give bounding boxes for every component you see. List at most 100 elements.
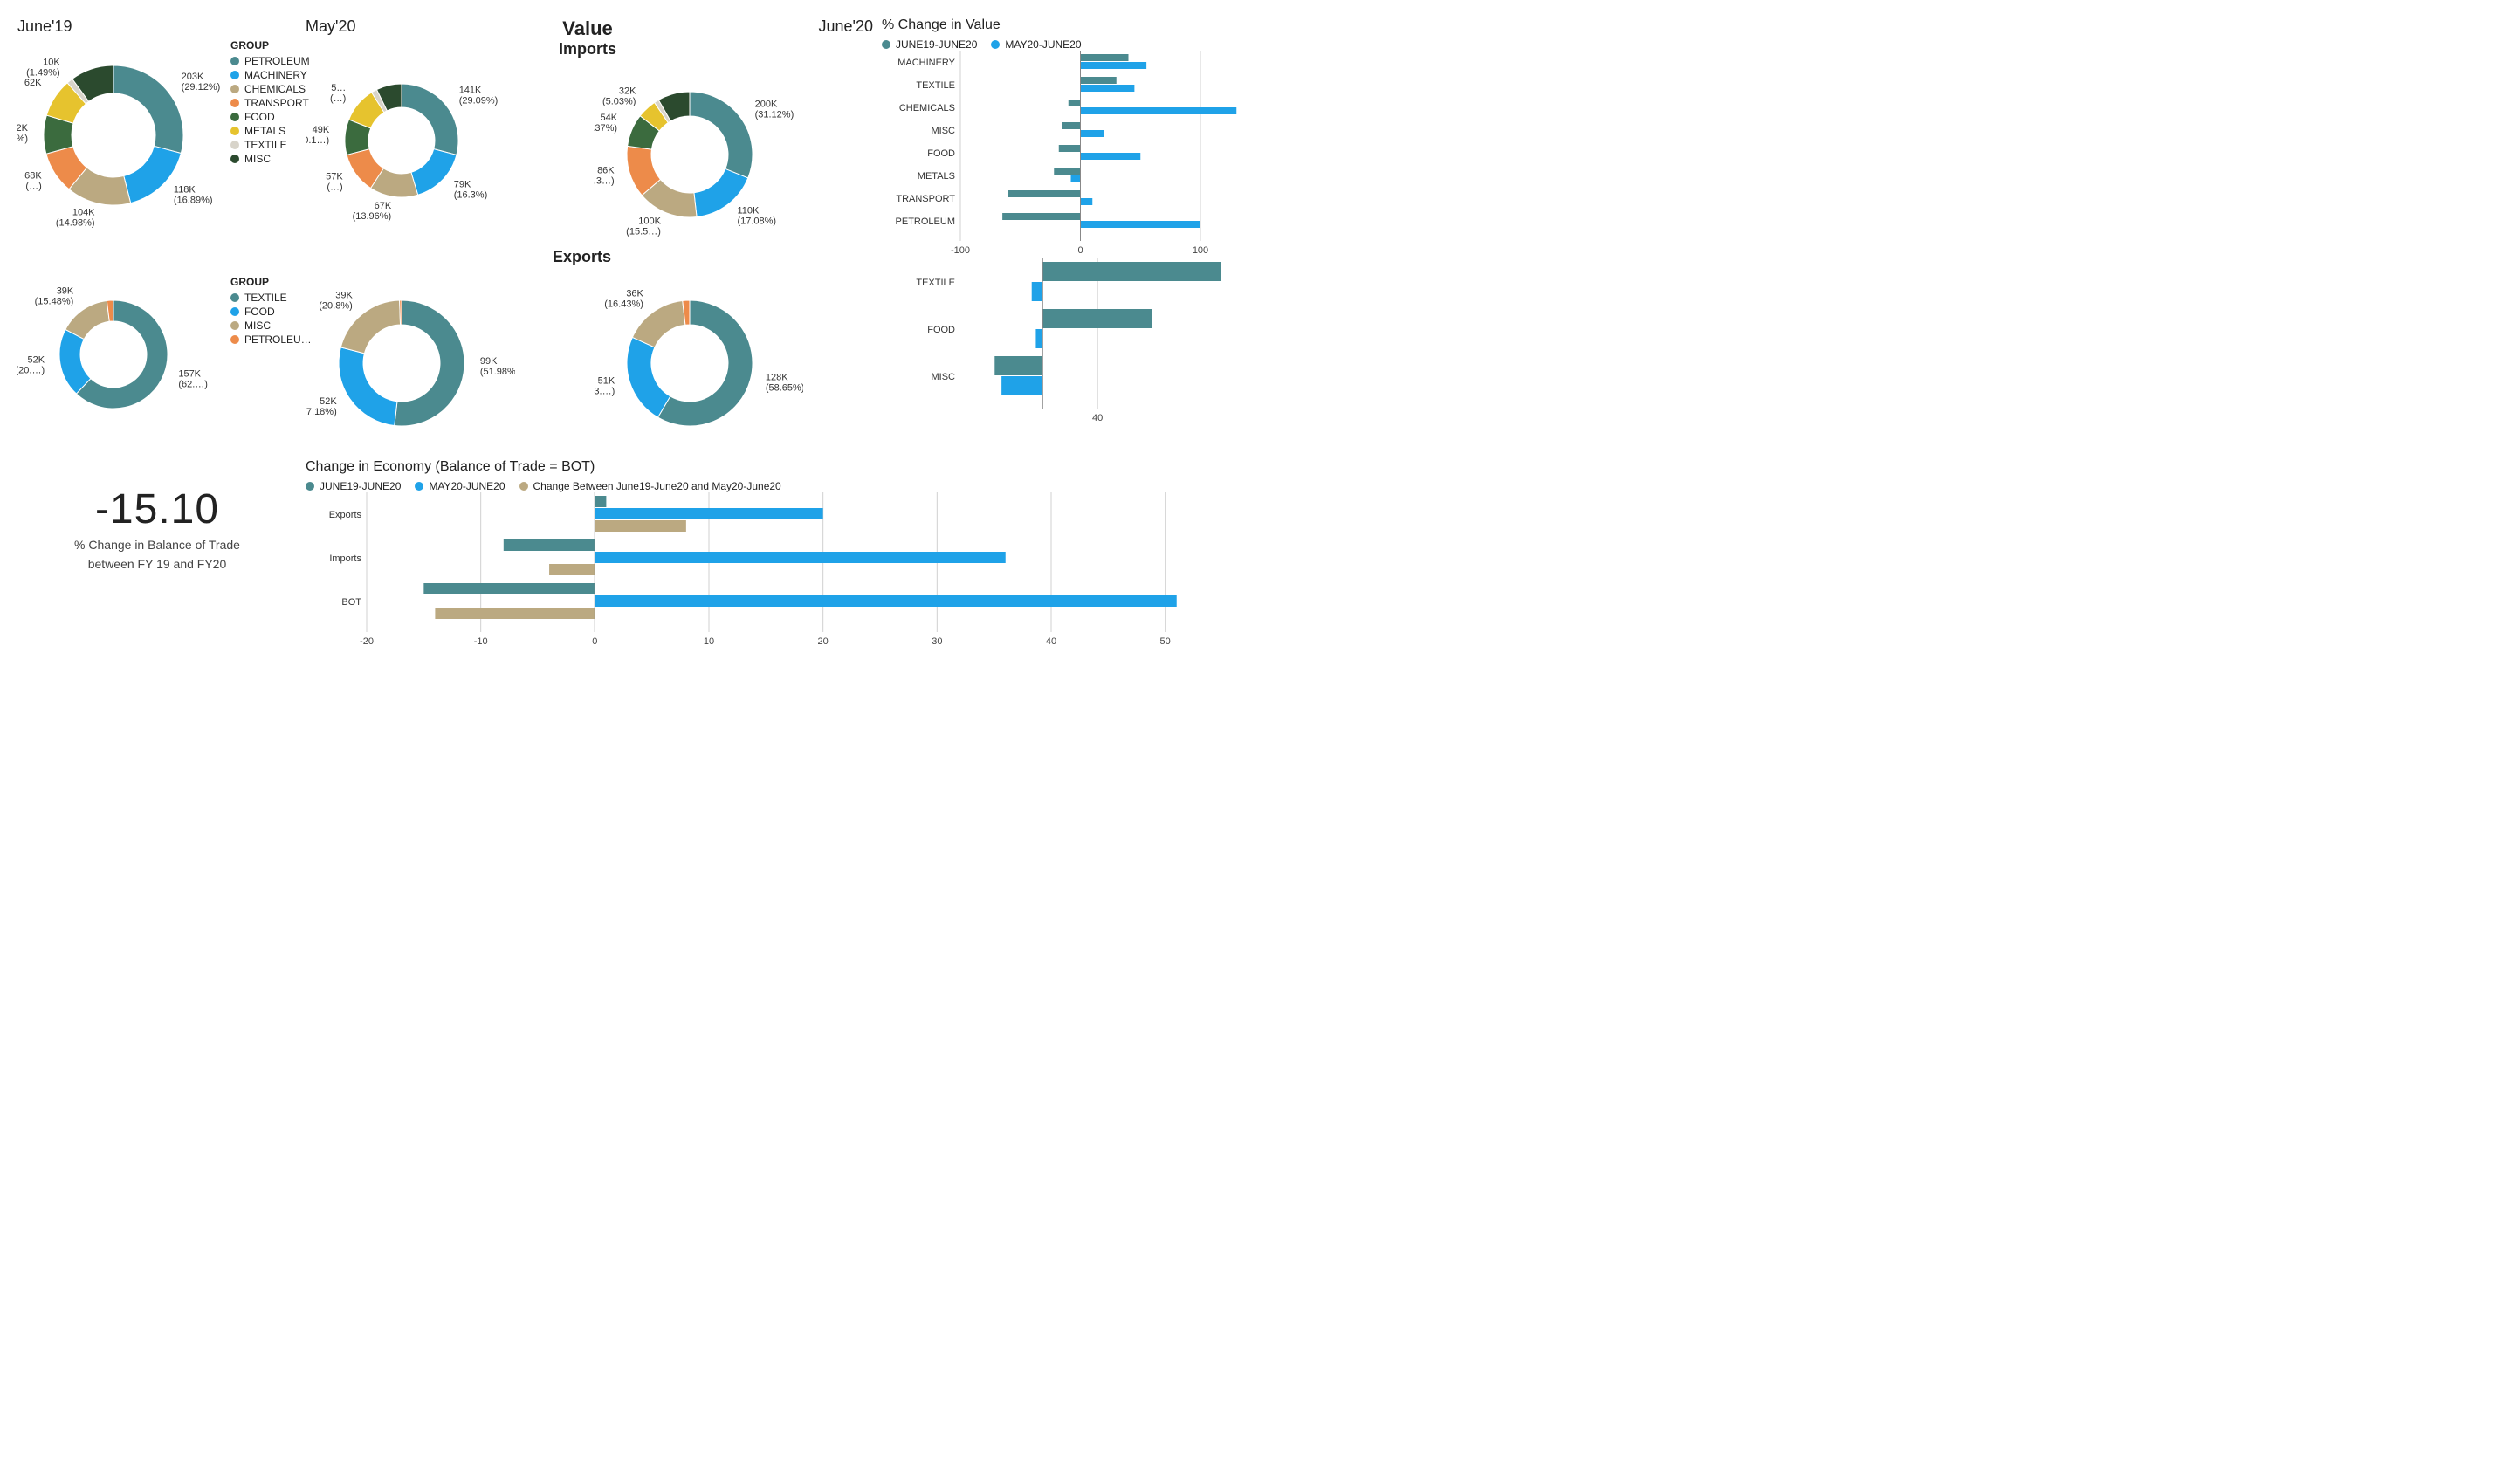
svg-text:39K: 39K (335, 291, 353, 301)
svg-text:(…): (…) (25, 181, 41, 191)
legend-imports-title: GROUP (230, 39, 310, 52)
legend-label-s2: MAY20-JUNE20 (1005, 38, 1081, 51)
legend-item-machinery[interactable]: MACHINERY (230, 69, 310, 81)
legend-item-food[interactable]: FOOD (230, 306, 312, 318)
donut-exports-may20[interactable]: 99K(51.98%)52K(27.18%)39K(20.8%) (306, 267, 585, 459)
svg-text:CHEMICALS: CHEMICALS (899, 103, 955, 113)
svg-text:51K: 51K (598, 375, 615, 386)
svg-text:10: 10 (704, 636, 714, 647)
svg-text:39K: 39K (57, 285, 74, 296)
cell-may20-imports: May'20 141K(29.09%)79K(16.3%)67K(13.96%)… (306, 17, 585, 258)
svg-text:MISC: MISC (932, 372, 956, 382)
svg-text:0: 0 (1077, 245, 1083, 256)
donut-imports-jun20[interactable]: 200K(31.12%)110K(17.08%)100K(15.5…)86K(1… (594, 58, 873, 251)
value-title: Value (559, 17, 616, 40)
svg-text:54K: 54K (600, 113, 617, 123)
svg-text:32K: 32K (619, 86, 636, 96)
cell-change-exports: 40TEXTILEFOODMISC (882, 258, 1266, 459)
svg-text:TRANSPORT: TRANSPORT (896, 194, 955, 204)
economy-legend-2: MAY20-JUNE20 (429, 480, 505, 492)
legend-item-misc[interactable]: MISC (230, 153, 310, 165)
svg-text:(13.3…): (13.3…) (594, 175, 615, 186)
exports-title: Exports (553, 248, 611, 266)
cell-jun19-exports: 157K(62.…)52K(20.…)39K(15.48%) GROUP TEX… (17, 258, 297, 459)
economy-legend: JUNE19-JUNE20 MAY20-JUNE20 Change Betwee… (306, 480, 1266, 492)
kpi-caption-2: between FY 19 and FY20 (17, 556, 297, 572)
svg-text:(8.88%): (8.88%) (17, 134, 28, 144)
svg-text:-100: -100 (951, 245, 970, 256)
svg-text:(…): (…) (327, 182, 342, 193)
title-jun19: June'19 (17, 17, 297, 36)
svg-text:(58.65%): (58.65%) (766, 383, 803, 394)
donut-imports-may20[interactable]: 141K(29.09%)79K(16.3%)67K(13.96%)57K(…)4… (306, 45, 585, 237)
svg-text:99K: 99K (480, 356, 498, 367)
svg-text:40: 40 (1092, 413, 1103, 423)
svg-text:FOOD: FOOD (927, 148, 955, 159)
svg-text:110K: 110K (737, 206, 760, 216)
dashboard: June'19 203K(29.12%)118K(16.89%)104K(14.… (17, 17, 1234, 649)
legend-item-food[interactable]: FOOD (230, 111, 310, 123)
svg-text:(20.8%): (20.8%) (319, 301, 353, 312)
legend-imports: GROUP PETROLEUM MACHINERY CHEMICALS TRANSPO… (230, 39, 310, 167)
barchart-economy[interactable]: -20-1001020304050ExportsImportsBOT (306, 492, 1266, 649)
barchart-change-imports[interactable]: -1000100MACHINERYTEXTILECHEMICALSMISCFOO… (882, 51, 1266, 258)
change-value-legend: JUNE19-JUNE20 MAY20-JUNE20 (882, 38, 1266, 51)
cell-jun20-exports: 128K(58.65%)51K(23.…)36K(16.43%) (594, 258, 873, 459)
svg-text:50: 50 (1160, 636, 1171, 647)
kpi-value: -15.10 (17, 485, 297, 533)
svg-text:-20: -20 (360, 636, 374, 647)
svg-text:104K: 104K (72, 208, 95, 218)
title-jun20: June'20 (819, 17, 874, 36)
svg-text:203K: 203K (182, 72, 204, 82)
svg-text:20: 20 (818, 636, 829, 647)
economy-legend-1: JUNE19-JUNE20 (320, 480, 401, 492)
svg-text:10K: 10K (43, 58, 60, 68)
svg-text:86K: 86K (597, 165, 615, 175)
svg-text:52K: 52K (320, 396, 337, 407)
svg-text:118K: 118K (174, 185, 196, 196)
svg-text:(62.…): (62.…) (178, 380, 208, 390)
svg-text:(29.09%): (29.09%) (459, 95, 499, 106)
cell-may20-exports: Exports 99K(51.98%)52K(27.18%)39K(20.8%) (306, 258, 585, 459)
svg-text:79K: 79K (454, 180, 471, 190)
svg-text:(31.12%): (31.12%) (755, 110, 794, 120)
svg-text:68K: 68K (24, 170, 42, 181)
kpi-card: -15.10 % Change in Balance of Trade betw… (17, 459, 297, 649)
legend-item-transport[interactable]: TRANSPORT (230, 97, 310, 109)
kpi-caption-1: % Change in Balance of Trade (17, 537, 297, 553)
legend-item-misc[interactable]: MISC (230, 319, 312, 332)
donut-exports-jun19[interactable]: 157K(62.…)52K(20.…)39K(15.48%) (17, 258, 227, 450)
svg-text:62K: 62K (24, 78, 42, 88)
legend-item-textile[interactable]: TEXTILE (230, 139, 310, 151)
svg-text:36K: 36K (626, 288, 643, 299)
svg-text:(15.48%): (15.48%) (35, 296, 74, 306)
svg-text:(16.43%): (16.43%) (604, 299, 643, 309)
donut-exports-jun20[interactable]: 128K(58.65%)51K(23.…)36K(16.43%) (594, 267, 873, 459)
svg-text:62K: 62K (17, 123, 29, 134)
legend-item-textile[interactable]: TEXTILE (230, 292, 312, 304)
svg-text:TEXTILE: TEXTILE (916, 80, 955, 91)
svg-text:67K: 67K (375, 201, 392, 211)
svg-text:(8.37%): (8.37%) (594, 123, 617, 134)
legend-item-metals[interactable]: METALS (230, 125, 310, 137)
barchart-change-exports[interactable]: 40TEXTILEFOODMISC (882, 258, 1266, 426)
svg-text:(14.98%): (14.98%) (56, 218, 95, 229)
svg-text:(16.3%): (16.3%) (454, 190, 488, 201)
svg-text:-10: -10 (474, 636, 488, 647)
svg-text:49K: 49K (313, 125, 330, 135)
svg-text:30: 30 (932, 636, 942, 647)
legend-item-petroleu…[interactable]: PETROLEU… (230, 333, 312, 346)
svg-text:METALS: METALS (918, 171, 955, 182)
svg-text:(15.5…): (15.5…) (626, 227, 661, 237)
cell-change-value: % Change in Value JUNE19-JUNE20 MAY20-JU… (882, 17, 1266, 258)
donut-imports-jun19[interactable]: 203K(29.12%)118K(16.89%)104K(14.98%)68K(… (17, 39, 227, 231)
legend-item-petroleum[interactable]: PETROLEUM (230, 55, 310, 67)
svg-text:Exports: Exports (329, 510, 362, 520)
svg-text:141K: 141K (459, 85, 482, 95)
title-may20: May'20 (306, 17, 585, 36)
svg-text:157K: 157K (178, 369, 201, 380)
legend-exports: GROUP TEXTILEFOODMISCPETROLEU… (230, 276, 312, 347)
legend-item-chemicals[interactable]: CHEMICALS (230, 83, 310, 95)
svg-text:(23.…): (23.…) (594, 386, 615, 396)
svg-text:100: 100 (1193, 245, 1208, 256)
